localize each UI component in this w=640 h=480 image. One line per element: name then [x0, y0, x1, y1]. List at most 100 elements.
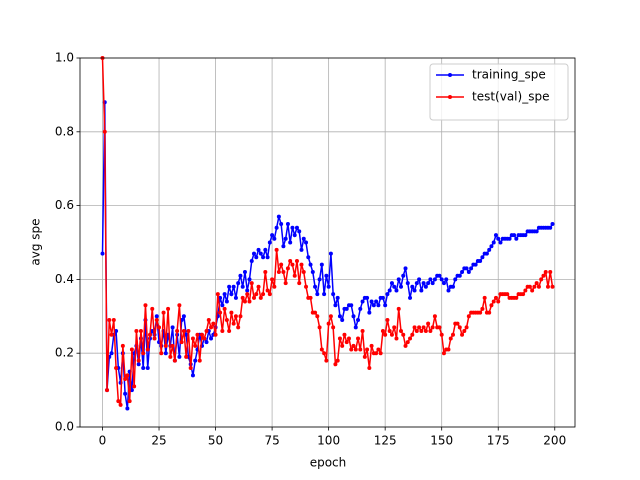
data-point — [127, 399, 132, 404]
data-point — [394, 288, 399, 293]
data-point — [417, 325, 422, 330]
data-point — [267, 292, 272, 297]
data-point — [432, 314, 437, 319]
data-point — [534, 281, 539, 286]
data-point — [136, 358, 141, 363]
data-point — [428, 329, 433, 334]
data-point — [369, 343, 374, 348]
data-point — [258, 251, 263, 256]
data-point — [328, 314, 333, 319]
data-point — [270, 277, 275, 282]
data-point — [324, 358, 329, 363]
data-point — [211, 321, 216, 326]
data-point — [107, 317, 112, 322]
data-point — [408, 295, 413, 300]
data-point — [337, 314, 342, 319]
data-point — [523, 233, 528, 238]
data-point — [446, 288, 451, 293]
data-point — [301, 270, 306, 275]
data-point — [344, 306, 349, 311]
data-point — [349, 347, 354, 352]
data-point — [326, 284, 331, 289]
data-point — [157, 325, 162, 330]
data-point — [541, 273, 546, 278]
data-point — [457, 325, 462, 330]
data-point — [313, 284, 318, 289]
data-point — [324, 273, 329, 278]
data-point — [186, 329, 191, 334]
data-point — [493, 233, 498, 238]
data-point — [466, 270, 471, 275]
data-point — [403, 343, 408, 348]
data-point — [272, 236, 277, 241]
data-point — [313, 310, 318, 315]
data-point — [265, 288, 270, 293]
data-point — [346, 336, 351, 341]
data-point — [242, 270, 247, 275]
data-point — [412, 325, 417, 330]
data-point — [360, 299, 365, 304]
data-point — [491, 240, 496, 245]
data-point — [423, 329, 428, 334]
y-tick-label: 0.8 — [55, 124, 74, 138]
data-point — [317, 277, 322, 282]
data-point — [484, 251, 489, 256]
data-point — [215, 292, 220, 297]
data-point — [315, 292, 320, 297]
data-point — [238, 314, 243, 319]
data-point — [163, 343, 168, 348]
data-point — [317, 325, 322, 330]
data-point — [125, 406, 130, 411]
data-point — [441, 351, 446, 356]
data-point — [362, 354, 367, 359]
data-point — [521, 292, 526, 297]
data-point — [197, 358, 202, 363]
data-point — [337, 336, 342, 341]
data-point — [240, 284, 245, 289]
data-point — [220, 303, 225, 308]
data-point — [123, 377, 128, 382]
data-point — [292, 233, 297, 238]
data-point — [249, 258, 254, 263]
legend-marker — [448, 73, 452, 77]
data-point — [536, 284, 541, 289]
data-point — [247, 299, 252, 304]
data-point — [480, 255, 485, 260]
data-point — [356, 317, 361, 322]
data-point — [276, 214, 281, 219]
data-point — [195, 332, 200, 337]
data-point — [412, 288, 417, 293]
data-point — [401, 332, 406, 337]
data-point — [478, 258, 483, 263]
data-point — [285, 222, 290, 227]
data-point — [489, 303, 494, 308]
data-point — [123, 391, 128, 396]
data-point — [319, 347, 324, 352]
data-point — [252, 295, 257, 300]
data-point — [428, 277, 433, 282]
data-point — [389, 332, 394, 337]
data-point — [213, 332, 218, 337]
data-point — [308, 262, 313, 267]
data-point — [297, 229, 302, 234]
data-point — [455, 321, 460, 326]
data-point — [125, 373, 130, 378]
data-point — [319, 262, 324, 267]
data-point — [276, 270, 281, 275]
data-point — [109, 351, 114, 356]
data-point — [265, 255, 270, 260]
data-point — [534, 229, 539, 234]
data-point — [358, 347, 363, 352]
data-point — [387, 288, 392, 293]
data-point — [292, 273, 297, 278]
data-point — [487, 310, 492, 315]
data-point — [274, 247, 279, 252]
data-point — [340, 317, 345, 322]
data-point — [202, 336, 207, 341]
data-point — [383, 332, 388, 337]
data-point — [530, 288, 535, 293]
data-point — [460, 332, 465, 337]
data-point — [333, 303, 338, 308]
data-point — [344, 340, 349, 345]
data-point — [439, 332, 444, 337]
